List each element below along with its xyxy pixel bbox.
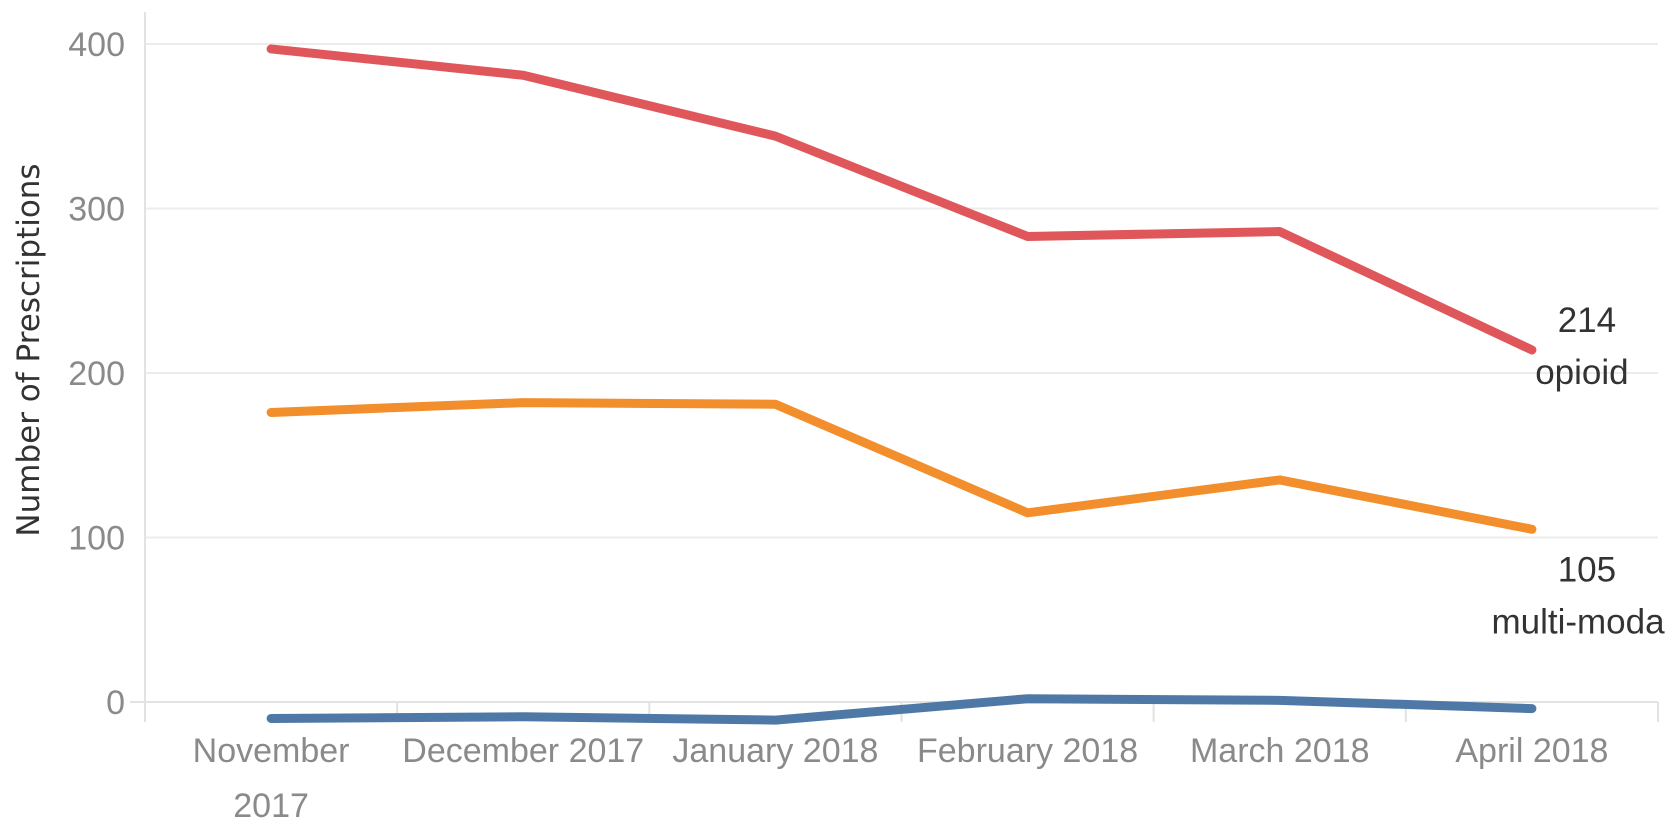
y-tick-label: 200 bbox=[68, 355, 125, 393]
x-tick-label: January 2018 bbox=[672, 732, 878, 770]
axes bbox=[130, 12, 1659, 722]
x-tick-label: March 2018 bbox=[1190, 732, 1370, 770]
series-line-series-2 bbox=[266, 694, 1537, 725]
y-tick-label: 400 bbox=[68, 26, 125, 64]
series-line-opioid bbox=[266, 44, 1537, 355]
end-label-opioid: 214 opioid bbox=[1535, 301, 1628, 392]
y-axis-title: Number of Prescriptions bbox=[11, 163, 47, 536]
y-tick-label: 300 bbox=[68, 191, 125, 229]
y-tick-label: 0 bbox=[106, 684, 125, 722]
x-tick-label: December 2017 bbox=[402, 732, 644, 770]
series-lines bbox=[266, 44, 1537, 725]
x-tick-labels: November 2017 December 2017 January 2018 Feb… bbox=[193, 732, 1609, 823]
gridlines bbox=[145, 43, 1658, 539]
data-labels: 214 opioid 105 multi-modal bbox=[1491, 301, 1667, 641]
end-label-multi-modal: 105 multi-modal bbox=[1491, 550, 1667, 641]
x-tick-label: November 2017 bbox=[193, 732, 350, 823]
x-tick-label: April 2018 bbox=[1455, 732, 1608, 770]
y-tick-labels: 0 100 200 300 400 bbox=[68, 26, 125, 722]
x-tick-label: February 2018 bbox=[917, 732, 1138, 770]
series-line-multi-modal bbox=[266, 398, 1537, 534]
y-tick-label: 100 bbox=[68, 520, 125, 558]
